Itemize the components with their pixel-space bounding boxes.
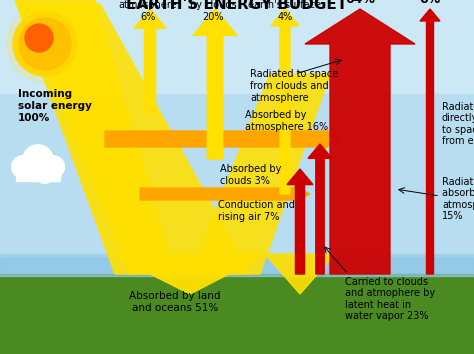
Bar (0, 40, 474, 42)
Circle shape (11, 156, 34, 178)
Bar (0, 254, 474, 354)
Bar (0, 82, 474, 85)
Text: Absorbed by
clouds 3%: Absorbed by clouds 3% (220, 164, 282, 186)
Polygon shape (287, 169, 313, 274)
Bar (0, 0, 474, 94)
Bar (0, 33, 474, 35)
Circle shape (35, 164, 55, 183)
Bar (0, 78, 474, 80)
Circle shape (19, 18, 71, 70)
Text: Radiation
absorbed by
atmosphere
15%: Radiation absorbed by atmosphere 15% (442, 177, 474, 221)
Circle shape (25, 24, 53, 52)
Circle shape (7, 6, 83, 82)
Circle shape (23, 145, 54, 176)
Text: Absorbed by land
and oceans 51%: Absorbed by land and oceans 51% (129, 291, 221, 313)
Bar (0, 61, 474, 63)
Bar (0, 73, 474, 75)
Bar (0, 38, 474, 40)
Bar (0, 52, 474, 54)
Bar (0, 10, 474, 12)
Text: Radiated
directly
to space
from earth: Radiated directly to space from earth (442, 102, 474, 147)
Bar (0, 80, 474, 82)
Polygon shape (134, 9, 166, 114)
Polygon shape (193, 9, 237, 159)
Bar (0, 35, 474, 38)
Bar (0, 68, 474, 70)
Polygon shape (265, 254, 335, 294)
Bar (0, 2, 474, 5)
Text: Reflected by
atmosphere
6%: Reflected by atmosphere 6% (118, 0, 179, 22)
Bar (0, 258, 474, 276)
Text: Reflected
by clouds
20%: Reflected by clouds 20% (190, 0, 237, 22)
Text: Radiated to space
from clouds and
atmosphere: Radiated to space from clouds and atmosp… (250, 69, 338, 103)
Polygon shape (20, 4, 250, 274)
Bar (0, 19, 474, 21)
Text: 64%: 64% (345, 0, 375, 6)
Polygon shape (420, 9, 440, 274)
Bar (0, 85, 474, 87)
Bar (0, 49, 474, 52)
Bar (0, 21, 474, 23)
Bar (0, 23, 474, 26)
Bar (0, 12, 474, 14)
Bar (0, 16, 474, 19)
Bar (0, 94, 474, 254)
Polygon shape (105, 129, 340, 149)
Text: Incoming
solar energy
100%: Incoming solar energy 100% (18, 90, 92, 122)
Bar (0, 56, 474, 59)
Bar (0, 42, 474, 45)
Circle shape (20, 164, 38, 181)
Polygon shape (308, 144, 332, 274)
Polygon shape (110, 254, 268, 294)
Bar (0, 92, 474, 94)
Text: 6%: 6% (419, 0, 440, 6)
Bar (0, 54, 474, 56)
Bar (0, 47, 474, 49)
Bar (0, 26, 474, 28)
Polygon shape (140, 187, 310, 201)
Bar (0, 66, 474, 68)
Bar (0, 89, 474, 92)
Bar (0, 59, 474, 61)
Polygon shape (305, 9, 415, 274)
Text: Conduction and
rising air 7%: Conduction and rising air 7% (218, 200, 295, 222)
Bar (0, 63, 474, 66)
Polygon shape (271, 9, 299, 194)
Bar (0, 30, 474, 33)
Circle shape (13, 12, 77, 76)
Text: Reflected from
earth's surface
4%: Reflected from earth's surface 4% (248, 0, 321, 22)
Bar (0, 5, 474, 7)
Bar (0, 75, 474, 78)
Bar (0, 45, 474, 47)
Text: Absorbed by
atmosphere 16%: Absorbed by atmosphere 16% (245, 110, 328, 132)
Bar (0, 274, 474, 354)
Bar (0, 0, 474, 2)
Bar (0, 14, 474, 16)
Bar (0, 87, 474, 89)
Text: Carried to clouds
and atmophere by
latent heat in
water vapor 23%: Carried to clouds and atmophere by laten… (345, 276, 435, 321)
Polygon shape (15, 0, 175, 274)
Polygon shape (190, 74, 330, 274)
Text: EARTH'S ENERGY BUDGET: EARTH'S ENERGY BUDGET (127, 0, 347, 12)
Bar (0, 7, 474, 10)
Bar (0, 28, 474, 30)
Bar (0, 70, 474, 73)
Bar (16, 172, 60, 181)
Circle shape (42, 156, 64, 178)
